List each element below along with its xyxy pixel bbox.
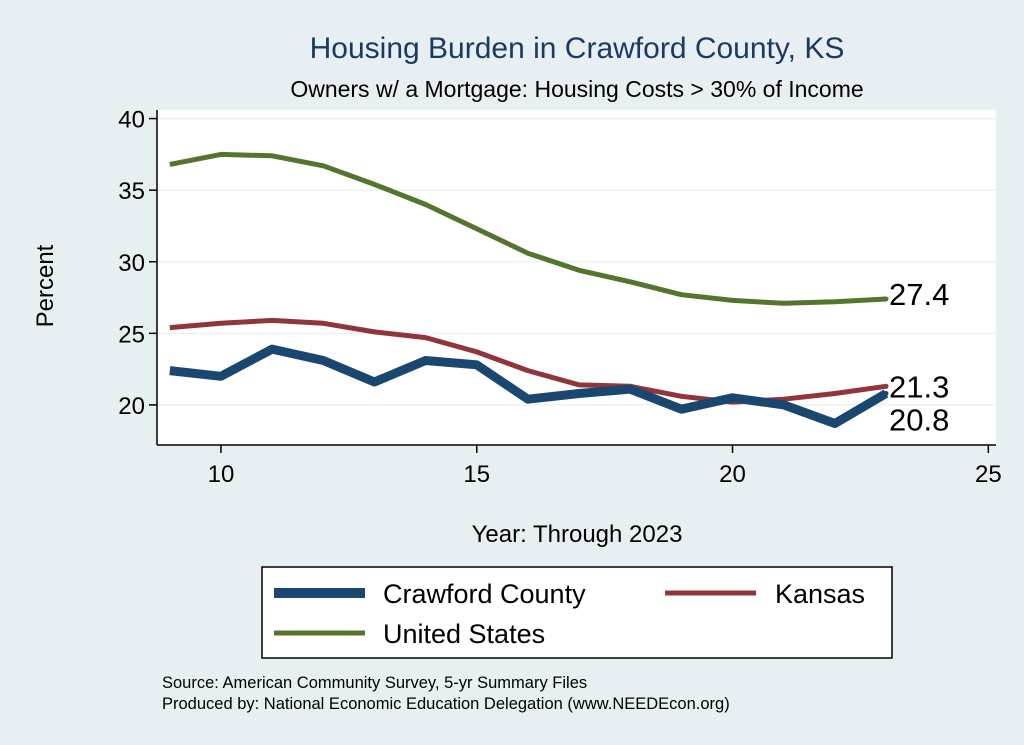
y-tick-label-20: 20: [118, 393, 145, 420]
end-label-united-states: 27.4: [889, 277, 949, 312]
y-axis-title: Percent: [32, 244, 59, 327]
y-tick-label-25: 25: [118, 321, 145, 348]
end-point-kansas: [883, 383, 889, 389]
end-labels: 20.821.3 27.4: [883, 277, 949, 437]
chart-title: Housing Burden in Crawford County, KS: [310, 32, 845, 65]
end-point-united-states: [883, 296, 889, 302]
y-tick-label-30: 30: [118, 250, 145, 277]
y-tick-label-40: 40: [118, 107, 145, 134]
series-line-united-states: [169, 151, 887, 306]
end-label-kansas: 21.3: [889, 369, 949, 404]
x-axis-title: Year: Through 2023: [472, 521, 683, 548]
x-tick-label-15: 15: [463, 461, 490, 488]
axes: 20 25 30 35 40 10 15 20 25: [118, 107, 1001, 488]
source-note: Source: American Community Survey, 5-yr …: [162, 674, 587, 692]
y-tick-label-35: 35: [118, 178, 145, 205]
gridlines: [157, 117, 996, 406]
x-tick-label-20: 20: [719, 461, 746, 488]
series-line-crawford-county: [169, 344, 889, 428]
x-tick-label-10: 10: [208, 461, 235, 488]
legend-label-kansas: Kansas: [775, 579, 865, 609]
end-point-crawford-county: [883, 390, 889, 396]
legend: Crawford County Kansas United States: [261, 566, 893, 659]
legend-box: [261, 566, 893, 659]
x-tick-label-25: 25: [975, 461, 1002, 488]
legend-label-crawford-county: Crawford County: [383, 579, 586, 609]
produced-by-note: Produced by: National Economic Education…: [162, 695, 730, 713]
series-lines: [169, 151, 889, 428]
chart-subtitle: Owners w/ a Mortgage: Housing Costs > 30…: [290, 76, 863, 102]
legend-label-united-states: United States: [383, 619, 545, 649]
end-label-crawford-county: 20.8: [889, 402, 949, 437]
